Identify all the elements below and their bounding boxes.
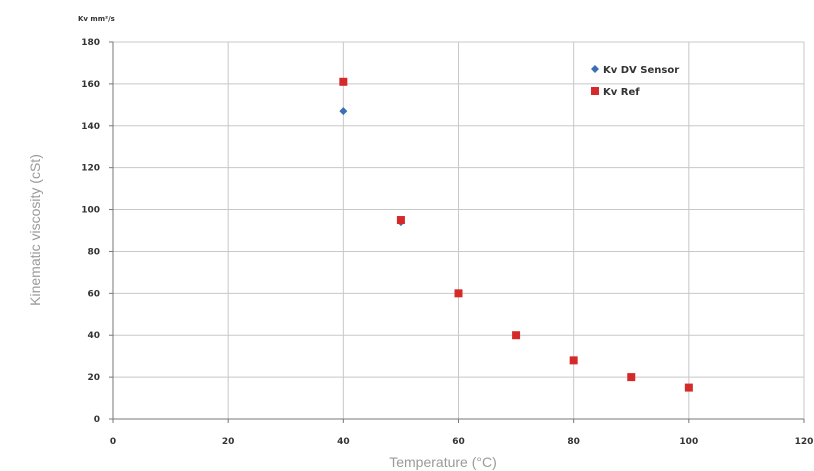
legend-marker-kv-dv-sensor (591, 65, 599, 73)
data-points (339, 77, 693, 392)
y-unit-label: Kv mm²/s (78, 15, 115, 23)
y-tick-label: 60 (87, 289, 100, 299)
x-axis-title: Temperature (°C) (389, 454, 497, 470)
y-tick-label: 180 (81, 38, 100, 48)
kv-ref-point (396, 216, 405, 225)
x-tick-label: 120 (795, 437, 814, 447)
grid (113, 41, 805, 419)
x-tick-label: 60 (452, 437, 465, 447)
y-axis-ticks: 0 20 40 60 80 100 120 140 160 180 (81, 38, 113, 425)
y-tick-label: 20 (87, 373, 100, 383)
y-tick-label: 0 (94, 415, 100, 425)
x-tick-label: 0 (110, 437, 116, 447)
y-tick-label: 120 (81, 164, 100, 174)
x-tick-label: 100 (679, 437, 698, 447)
kv-ref-point (454, 289, 463, 298)
kv-ref-point (569, 356, 578, 365)
y-tick-label: 100 (81, 206, 100, 216)
kv-ref-point (339, 77, 348, 86)
x-tick-label: 40 (337, 437, 350, 447)
y-tick-label: 140 (81, 122, 100, 132)
y-tick-label: 80 (87, 247, 100, 257)
y-tick-label: 160 (81, 80, 100, 90)
legend-label-kv-dv-sensor: Kv DV Sensor (603, 65, 679, 76)
kv-ref-point (512, 331, 521, 340)
kv-ref-point (684, 383, 693, 392)
x-tick-label: 20 (222, 437, 235, 447)
x-axis-ticks: 0 20 40 60 80 100 120 (110, 419, 814, 447)
y-tick-label: 40 (87, 331, 100, 341)
kv-dv-sensor-point (339, 107, 348, 116)
legend-label-kv-ref: Kv Ref (603, 87, 640, 98)
x-tick-label: 80 (567, 437, 580, 447)
y-axis-title: Kinematic viscosity (cSt) (27, 154, 43, 306)
legend-marker-kv-ref (591, 87, 599, 95)
legend: Kv DV Sensor Kv Ref (591, 65, 679, 98)
kv-ref-point (627, 373, 636, 382)
